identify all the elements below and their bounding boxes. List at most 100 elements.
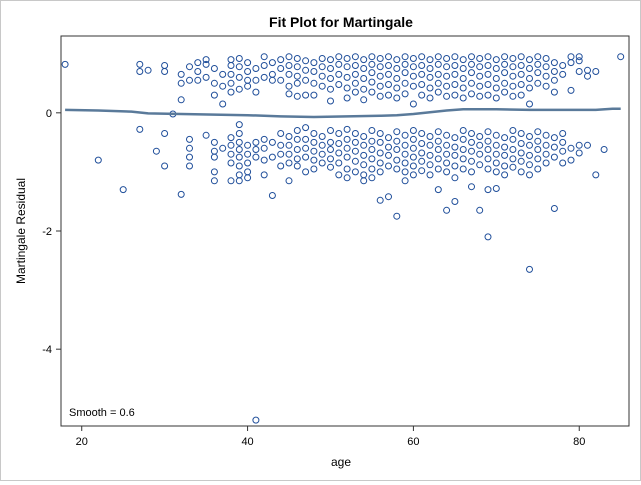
- data-point: [360, 96, 368, 104]
- data-point: [393, 94, 401, 102]
- data-point: [360, 133, 368, 140]
- data-point: [368, 165, 376, 173]
- data-point: [459, 94, 467, 102]
- data-point: [385, 81, 392, 88]
- data-point: [335, 60, 343, 68]
- data-point: [94, 156, 102, 164]
- data-point: [260, 62, 268, 69]
- data-point: [434, 186, 442, 194]
- data-point: [584, 66, 591, 74]
- data-point: [459, 75, 467, 82]
- axis-ticks: 20 40 60 80 -4 -2 0: [42, 108, 585, 448]
- data-point: [501, 69, 509, 77]
- data-point: [351, 168, 359, 176]
- data-point: [327, 163, 334, 171]
- data-point: [385, 53, 392, 61]
- data-point: [310, 165, 318, 173]
- data-point: [293, 92, 301, 100]
- data-point: [235, 63, 243, 71]
- data-point: [426, 161, 434, 169]
- data-point: [351, 138, 359, 146]
- data-point: [351, 70, 359, 78]
- data-point: [459, 135, 467, 143]
- data-point: [534, 128, 542, 136]
- data-point: [476, 55, 484, 62]
- data-point: [567, 53, 575, 61]
- data-point: [468, 90, 475, 98]
- data-point: [285, 62, 293, 69]
- data-point: [360, 141, 368, 149]
- data-point: [492, 168, 500, 176]
- data-point: [244, 168, 252, 176]
- data-point: [310, 91, 318, 99]
- data-point: [476, 141, 484, 149]
- data-point: [393, 75, 401, 82]
- data-point: [409, 127, 417, 134]
- data-point: [501, 171, 509, 179]
- data-point: [186, 153, 193, 161]
- data-point: [418, 70, 426, 78]
- data-point: [293, 146, 301, 153]
- data-point: [526, 161, 533, 169]
- data-point: [210, 91, 218, 99]
- plot-area-border: [60, 35, 630, 427]
- data-point: [418, 53, 426, 61]
- data-point: [252, 88, 260, 96]
- data-point: [451, 162, 459, 170]
- data-point: [501, 88, 509, 96]
- data-point: [534, 146, 542, 153]
- data-point: [534, 165, 542, 173]
- data-point: [368, 127, 376, 134]
- data-point: [409, 63, 417, 71]
- data-point: [368, 155, 376, 163]
- data-point: [177, 96, 185, 104]
- data-point: [443, 55, 451, 62]
- data-point: [484, 128, 492, 136]
- data-point: [385, 193, 392, 201]
- data-point: [235, 153, 243, 161]
- data-point: [426, 65, 434, 72]
- data-point: [409, 135, 417, 143]
- data-point: [360, 151, 368, 159]
- data-point: [393, 156, 401, 164]
- data-point: [476, 133, 484, 140]
- data-point: [600, 146, 608, 153]
- data-point: [418, 62, 426, 69]
- data-point: [202, 73, 210, 81]
- data-point: [310, 156, 318, 164]
- data-point: [409, 100, 417, 108]
- data-point: [327, 138, 334, 146]
- data-point: [484, 91, 492, 99]
- data-point: [268, 76, 276, 84]
- data-point: [501, 162, 509, 170]
- data-point: [285, 90, 293, 98]
- data-point: [409, 144, 417, 152]
- data-point: [277, 76, 285, 84]
- data-point: [534, 79, 542, 87]
- data-point: [443, 150, 451, 158]
- data-point: [302, 66, 310, 74]
- data-point: [443, 92, 451, 100]
- data-point: [434, 53, 442, 61]
- data-point: [252, 153, 260, 161]
- data-point: [393, 137, 401, 145]
- data-point: [401, 79, 409, 87]
- data-point: [343, 165, 351, 173]
- data-point: [368, 174, 376, 182]
- data-point: [550, 76, 558, 84]
- data-point: [327, 85, 334, 93]
- data-point: [343, 153, 351, 161]
- data-point: [277, 130, 285, 137]
- data-point: [376, 196, 384, 204]
- data-point: [517, 157, 525, 165]
- data-point: [409, 162, 417, 170]
- data-point: [476, 82, 484, 90]
- data-point: [327, 127, 334, 134]
- data-point: [509, 135, 517, 143]
- data-point: [526, 133, 533, 140]
- data-point: [376, 92, 384, 100]
- data-point: [592, 68, 600, 75]
- data-point: [401, 141, 409, 149]
- data-point: [567, 59, 575, 67]
- data-point: [161, 62, 169, 69]
